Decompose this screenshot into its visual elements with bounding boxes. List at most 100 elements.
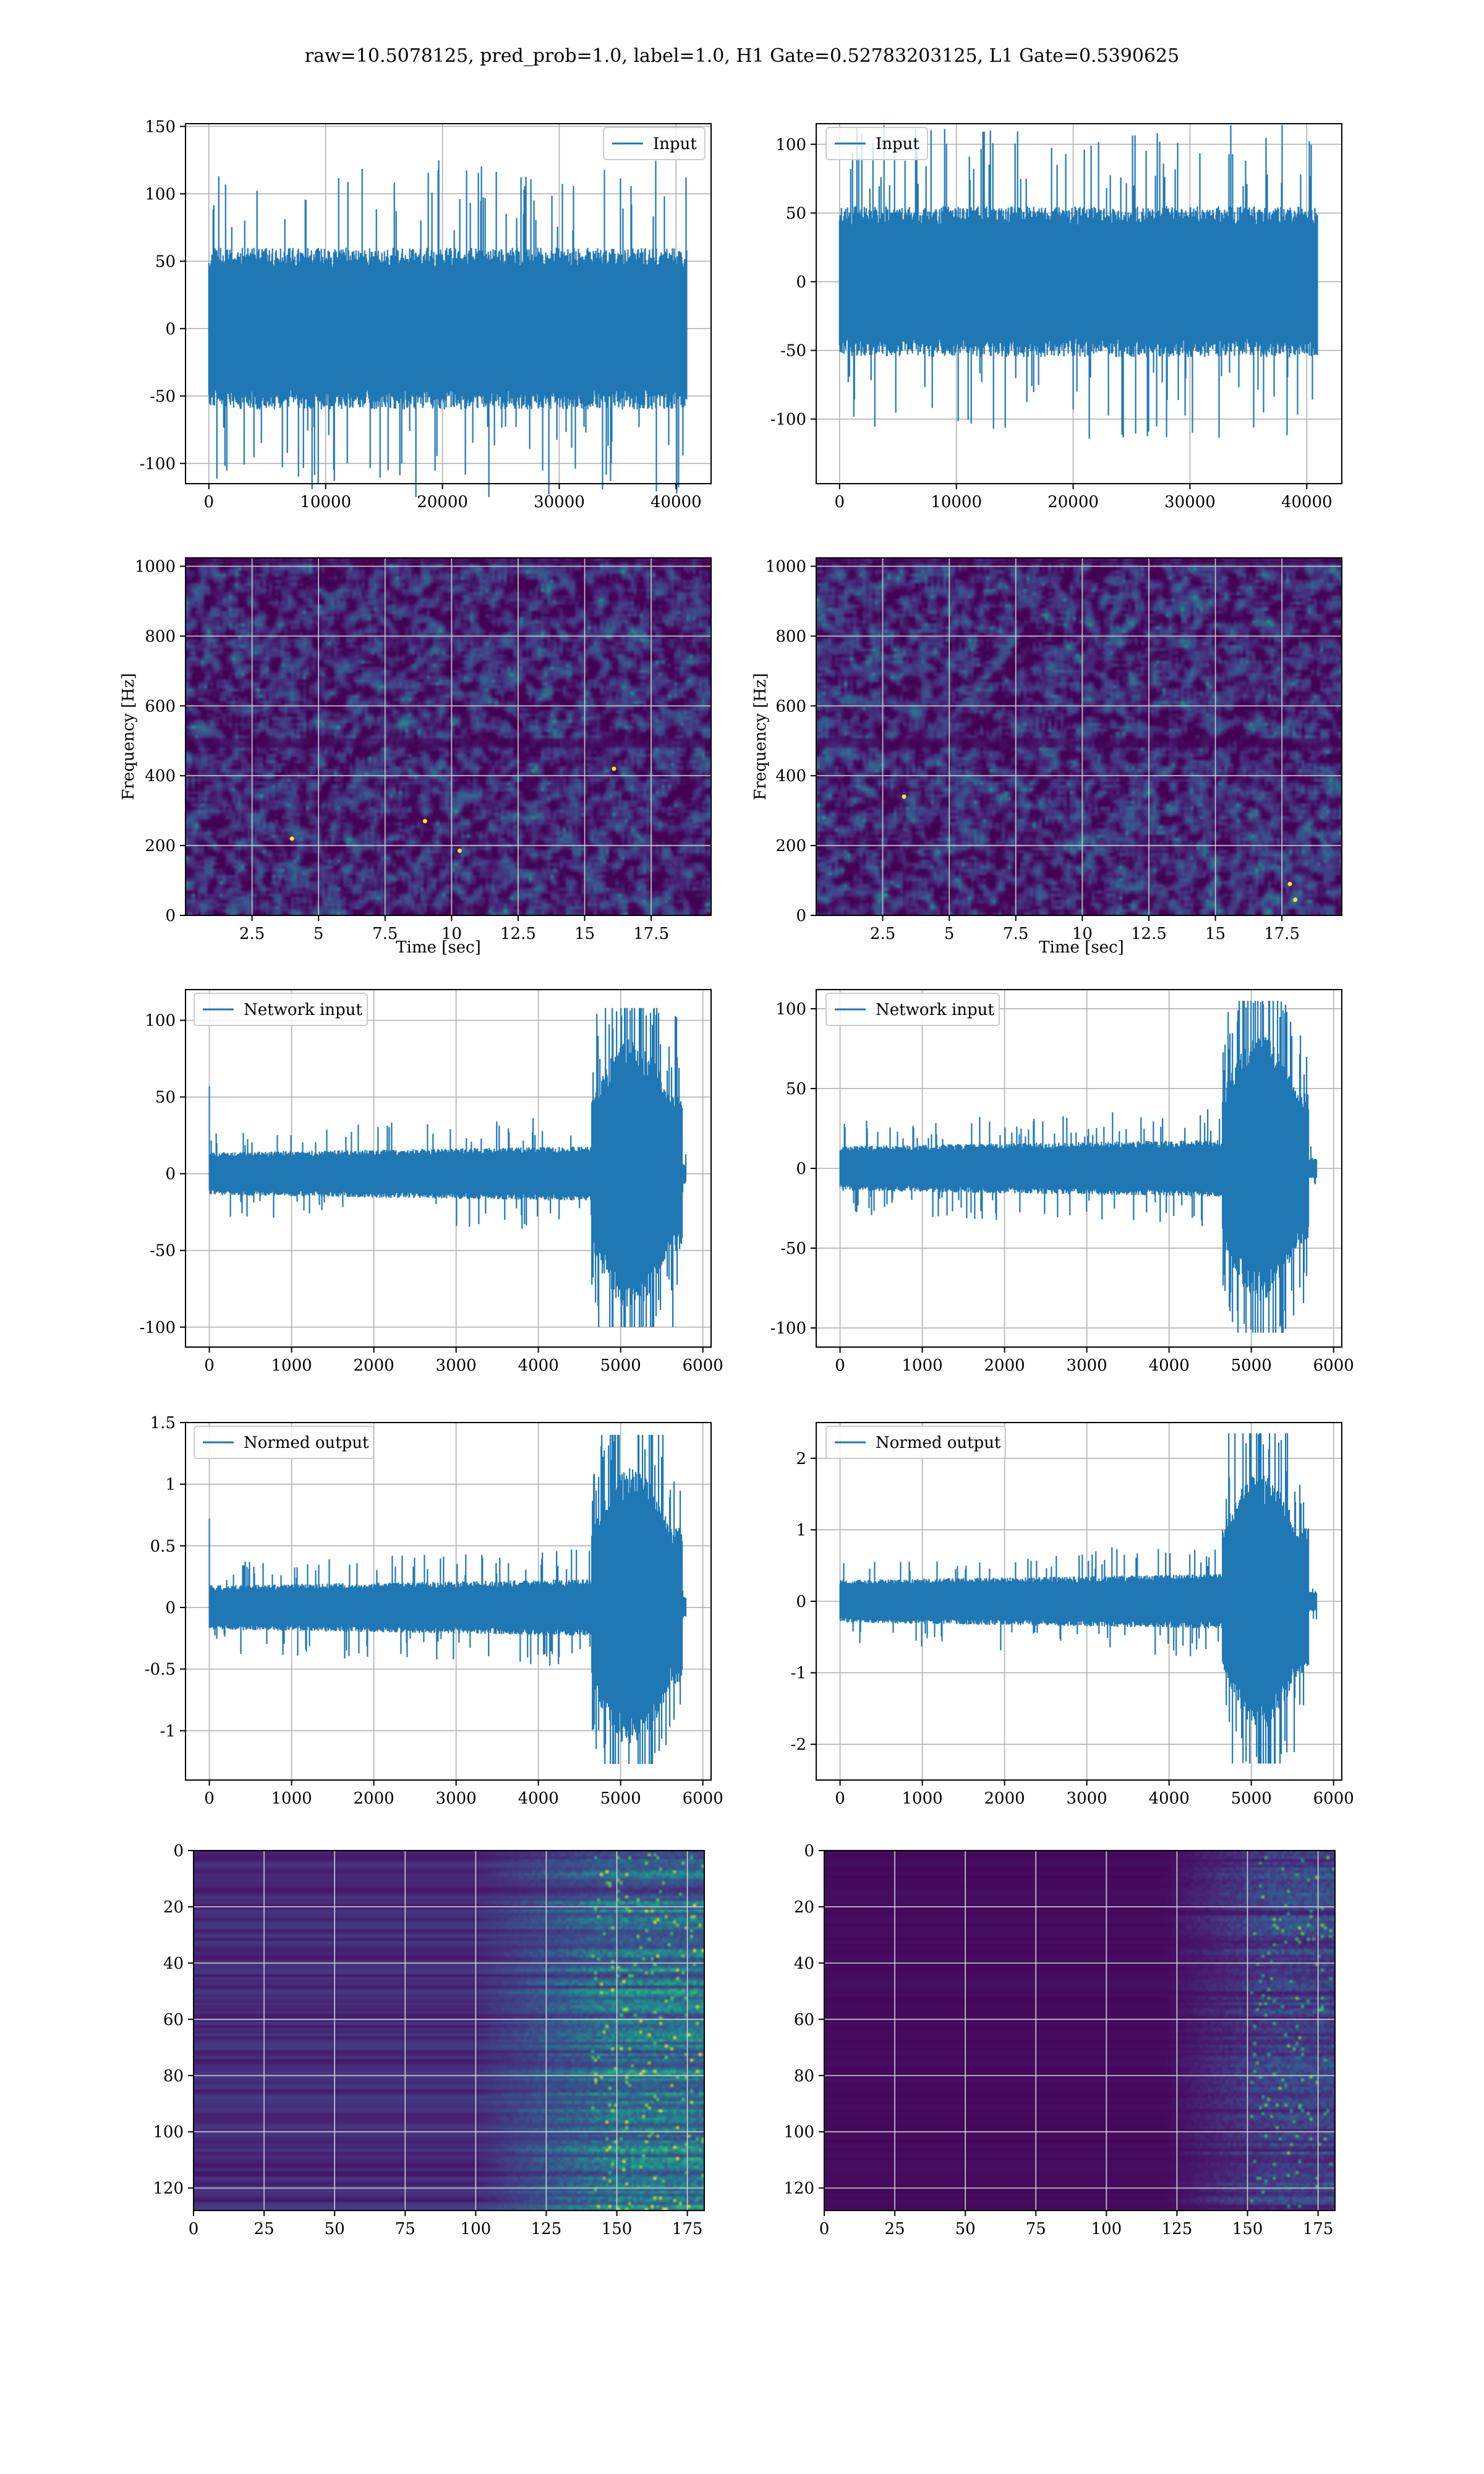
series-input-h1 (208, 160, 688, 497)
x-tick-label: 6000 (683, 1356, 723, 1375)
x-tick-label: 6000 (1313, 1356, 1354, 1375)
x-tick-label: 3000 (436, 1356, 477, 1375)
y-tick-label: 100 (153, 2123, 184, 2142)
figure-title: raw=10.5078125, pred_prob=1.0, label=1.0… (305, 45, 1179, 67)
y-axis-label: Frequency [Hz] (119, 673, 138, 800)
x-tick-label: 125 (531, 2220, 562, 2238)
legend: Network input (194, 993, 368, 1026)
legend-label: Input (876, 135, 919, 153)
y-tick-label: 80 (794, 2067, 814, 2086)
legend: Normed output (825, 1426, 1006, 1459)
series-normed-output-l1 (839, 1433, 1318, 1764)
y-tick-label: 100 (145, 1012, 176, 1030)
axes-frame (185, 1422, 712, 1781)
x-tick-label: 20000 (1047, 493, 1099, 511)
panel-spectrogram-h1: 2.5 5 7.5 10 12.5 15 17.5 0 200 400 600 800 1000 Tim… (119, 557, 712, 957)
x-tick-label: 0 (835, 1356, 845, 1375)
x-tick-label: 7.5 (1003, 925, 1028, 943)
x-tick-label: 0 (189, 2220, 199, 2238)
x-tick-label: 15 (1205, 925, 1226, 943)
x-tick-label: 4000 (518, 1789, 559, 1808)
x-tick-label: 30000 (534, 493, 585, 511)
y-tick-label: 100 (775, 1000, 806, 1019)
y-tick-label: 600 (145, 697, 176, 716)
y-tick-label: 400 (775, 767, 806, 785)
y-tick-label: 2 (796, 1450, 806, 1468)
hot-spot (612, 766, 616, 771)
panel-normed-output-l1: 0 1000 2000 3000 4000 5000 6000 -2 -1 0 1 2 Normed … (791, 1422, 1354, 1808)
y-tick-label: 80 (163, 2067, 184, 2086)
waveform-trace (208, 1434, 687, 1765)
x-tick-label: 12.5 (500, 925, 536, 943)
panel-normed-output-h1: 0 1000 2000 3000 4000 5000 6000-1-0.500.511.5 … (145, 1414, 723, 1808)
x-tick-label: 2.5 (239, 925, 265, 943)
axes-frame (816, 1422, 1342, 1781)
y-tick-label: 200 (775, 837, 806, 855)
x-tick-label: 75 (1026, 2220, 1046, 2238)
x-tick-label: 0 (204, 1789, 215, 1808)
axes-frame (185, 123, 712, 484)
waveform-trace (839, 1001, 1318, 1333)
x-tick-label: 25 (254, 2220, 275, 2238)
y-tick-label: 40 (163, 1954, 184, 1973)
spectrogram-hot-spots (902, 794, 1298, 902)
y-tick-label: 20 (163, 1898, 184, 1917)
panel-feature-map-l1: 0 25 50 75 100 125 150 175 0 20 40 60 80 100 120 (783, 1842, 1336, 2238)
x-tick-label: 12.5 (1131, 925, 1167, 943)
x-tick-label: 25 (885, 2220, 905, 2238)
x-tick-label: 4000 (518, 1356, 559, 1375)
x-tick-label: 17.5 (633, 925, 669, 943)
x-tick-label: 1000 (902, 1356, 943, 1375)
y-tick-label: 600 (775, 697, 806, 716)
spectrogram-image (816, 558, 1342, 915)
x-tick-label: 2000 (354, 1356, 394, 1375)
axes-frame (824, 1850, 1336, 2211)
y-tick-label: 120 (153, 2180, 184, 2198)
x-tick-label: 2000 (984, 1789, 1025, 1808)
y-tick-label: 800 (775, 627, 806, 646)
x-tick-label: 0 (204, 1356, 215, 1375)
hot-spot (902, 794, 906, 799)
x-tick-label: 2000 (984, 1356, 1025, 1375)
x-tick-label: 5000 (1231, 1356, 1272, 1375)
y-tick-label: 0 (796, 273, 806, 291)
feature-map-image (194, 1851, 704, 2211)
y-tick-label: 1.5 (150, 1414, 176, 1432)
x-tick-label: 5 (313, 925, 324, 943)
axes-frame (185, 989, 712, 1348)
series-network-input-h1 (208, 1008, 687, 1327)
axes-frame (185, 557, 712, 916)
x-tick-label: 2000 (354, 1789, 394, 1808)
x-tick-label: 7.5 (372, 925, 398, 943)
hot-spot (457, 849, 462, 854)
x-axis-label: Time [sec] (396, 938, 481, 957)
hot-spot (1293, 897, 1298, 902)
panel-input-h1: 0 10000 20000 30000 40000 -100 -50 0 50 100 150 In… (140, 118, 712, 511)
y-tick-label: 1 (165, 1476, 176, 1494)
legend-label: Normed output (876, 1434, 1001, 1452)
y-tick-label: 0 (165, 320, 176, 338)
x-tick-label: 3000 (1067, 1356, 1107, 1375)
x-tick-label: 150 (602, 2220, 633, 2238)
y-tick-label: 0 (804, 1842, 814, 1860)
x-tick-label: 6000 (1313, 1789, 1354, 1808)
y-tick-label: 100 (775, 135, 806, 154)
panel-input-l1: 0 10000 20000 30000 40000 -100 -50 0 50 100 Input (770, 123, 1342, 511)
y-tick-label: -0.5 (145, 1661, 176, 1679)
panel-spectrogram-l1: 2.5 5 7.5 10 12.5 15 17.5 0 200 400 600 800 1000 Tim… (751, 557, 1342, 957)
y-tick-label: 150 (145, 118, 176, 136)
y-tick-label: 60 (163, 2011, 184, 2029)
axes-frame (816, 123, 1342, 484)
x-tick-label: 3000 (436, 1789, 477, 1808)
y-tick-label: -100 (140, 455, 176, 473)
y-tick-label: 20 (794, 1898, 814, 1917)
x-tick-label: 100 (1091, 2220, 1122, 2238)
y-tick-label: 800 (145, 627, 176, 646)
y-axis-label: Frequency [Hz] (751, 673, 770, 800)
spectrogram-hot-spots (289, 766, 616, 854)
y-tick-label: 0 (165, 1599, 176, 1617)
hot-spot (1287, 881, 1292, 886)
heatmap-raster (194, 1851, 704, 2211)
legend: Network input (825, 993, 1000, 1026)
y-tick-label: 100 (145, 185, 176, 203)
